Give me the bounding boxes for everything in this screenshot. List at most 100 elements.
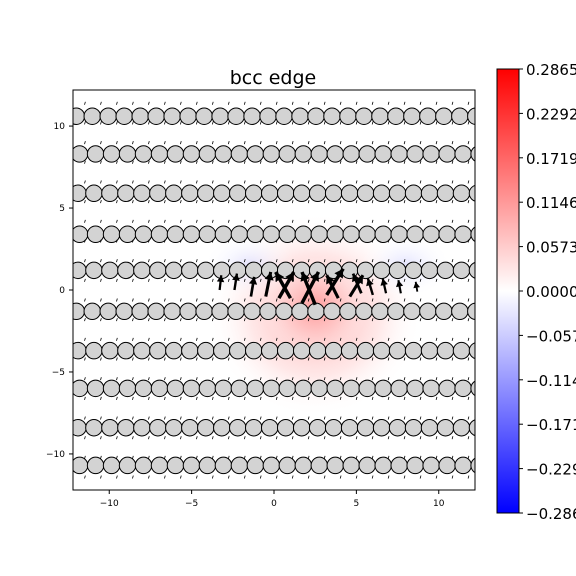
field-arrow xyxy=(339,141,342,145)
field-arrow xyxy=(467,475,470,479)
arrow-head xyxy=(354,275,363,285)
field-arrow xyxy=(403,396,406,400)
atom xyxy=(406,456,424,475)
field-arrow xyxy=(180,278,182,282)
field-arrow xyxy=(467,101,470,105)
atom xyxy=(101,341,119,360)
atom xyxy=(468,419,475,437)
field-arrow xyxy=(243,200,246,204)
atom xyxy=(246,379,265,398)
atom xyxy=(229,418,247,437)
atom xyxy=(86,145,105,163)
field-arrow xyxy=(403,278,406,282)
field-arrow xyxy=(84,416,86,420)
atom xyxy=(244,261,263,280)
field-arrow xyxy=(467,396,470,400)
field-arrow xyxy=(100,121,102,125)
field-arrow xyxy=(180,337,182,341)
field-arrow xyxy=(467,180,470,184)
field-arrow xyxy=(355,298,358,302)
field-arrow xyxy=(100,101,102,105)
atom xyxy=(294,379,313,398)
atom xyxy=(165,261,183,280)
field-arrow xyxy=(371,357,374,361)
field-arrow xyxy=(84,101,86,105)
field-arrow xyxy=(164,436,166,440)
atom xyxy=(117,418,135,437)
field-arrow xyxy=(323,377,326,381)
atom xyxy=(149,418,167,437)
atom xyxy=(149,341,167,360)
atom xyxy=(118,145,137,163)
field-arrow xyxy=(419,416,422,420)
field-arrow xyxy=(180,475,182,479)
field-arrow xyxy=(419,318,422,322)
atom xyxy=(356,261,375,280)
field-arrow xyxy=(84,298,86,302)
atom xyxy=(324,418,343,437)
field-arrow xyxy=(116,141,118,145)
field-arrow xyxy=(100,436,102,440)
atom xyxy=(133,261,151,280)
field-arrow xyxy=(180,318,182,322)
field-arrow xyxy=(307,337,310,341)
atom xyxy=(358,456,376,475)
atom xyxy=(307,107,325,125)
atom xyxy=(452,418,471,437)
field-arrow xyxy=(451,141,454,145)
field-arrow xyxy=(164,416,166,420)
field-arrow xyxy=(84,318,86,322)
field-arrow xyxy=(291,377,294,381)
field-arrow xyxy=(419,160,422,164)
field-arrow xyxy=(227,180,230,184)
field-arrow xyxy=(451,101,454,105)
atom xyxy=(227,302,245,321)
atom xyxy=(372,341,391,360)
atom xyxy=(73,261,87,280)
field-arrow xyxy=(84,239,86,243)
field-arrow xyxy=(419,298,422,302)
atom xyxy=(374,379,392,398)
atom xyxy=(374,456,392,475)
atom xyxy=(419,107,437,125)
field-arrow xyxy=(148,200,150,204)
arrow-head xyxy=(396,280,404,288)
field-arrow xyxy=(148,259,150,263)
field-arrow xyxy=(259,101,262,105)
field-arrow xyxy=(84,259,86,263)
field-arrow xyxy=(243,475,246,479)
atom xyxy=(133,341,151,360)
field-arrow xyxy=(164,121,166,125)
atom xyxy=(387,107,405,125)
arrow-head xyxy=(300,271,310,282)
field-arrow xyxy=(84,160,86,164)
field-arrow xyxy=(371,475,374,479)
field-arrow xyxy=(180,298,182,302)
field-arrow xyxy=(419,259,422,263)
field-arrow xyxy=(307,200,310,204)
field-arrow xyxy=(307,121,310,125)
atom xyxy=(86,379,105,398)
field-arrow xyxy=(323,180,326,184)
atom xyxy=(118,456,137,475)
field-arrow xyxy=(259,200,262,204)
atom xyxy=(276,418,295,437)
atom xyxy=(422,456,440,475)
atom xyxy=(452,261,471,280)
atom xyxy=(259,107,277,125)
field-arrow xyxy=(307,475,310,479)
field-arrow xyxy=(371,219,374,223)
field-arrow xyxy=(132,298,134,302)
field-arrow xyxy=(100,259,102,263)
atom xyxy=(355,107,373,125)
atom xyxy=(131,302,149,321)
field-arrow xyxy=(227,160,230,164)
atom xyxy=(435,302,453,321)
field-arrow xyxy=(259,455,262,459)
y-tick-label: 10 xyxy=(54,122,66,132)
atom xyxy=(454,456,472,475)
field-arrow xyxy=(339,278,342,282)
field-arrow xyxy=(451,455,454,459)
field-arrow xyxy=(355,396,358,400)
